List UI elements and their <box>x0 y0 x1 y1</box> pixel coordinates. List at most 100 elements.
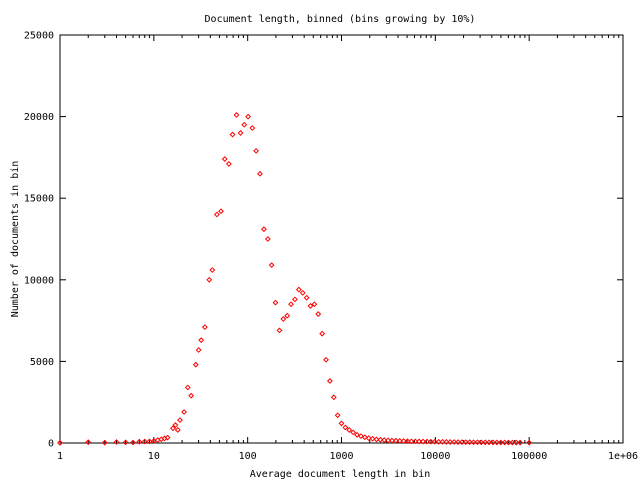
data-point <box>172 422 179 428</box>
data-point <box>330 394 337 401</box>
data-point <box>326 378 333 384</box>
data-point <box>443 439 450 445</box>
data-point <box>213 211 220 218</box>
data-point <box>170 425 176 432</box>
data-point <box>342 424 349 431</box>
data-point <box>486 439 492 446</box>
data-point <box>192 361 199 368</box>
data-point <box>181 409 187 415</box>
data-point <box>209 267 216 273</box>
data-point <box>195 347 202 353</box>
data-point <box>264 236 271 242</box>
data-point <box>229 131 236 138</box>
data-point <box>478 439 485 446</box>
data-point <box>350 429 357 436</box>
data-point <box>435 438 442 445</box>
data-point <box>462 439 469 446</box>
data-point <box>404 438 411 445</box>
data-point <box>458 439 465 446</box>
x-tick-label: 100000 <box>511 451 547 462</box>
data-point <box>237 130 244 136</box>
data-points <box>57 112 533 446</box>
data-point <box>408 438 415 445</box>
data-point <box>346 427 353 433</box>
data-point <box>354 431 360 438</box>
data-point <box>225 161 232 167</box>
data-point <box>122 439 129 446</box>
data-point <box>385 437 392 444</box>
data-point <box>369 435 376 442</box>
data-point <box>447 439 454 445</box>
y-tick-label: 25000 <box>24 31 54 42</box>
data-point <box>268 262 275 269</box>
data-point <box>319 330 326 337</box>
data-point <box>381 437 388 443</box>
data-point <box>311 301 318 308</box>
data-point <box>420 438 426 445</box>
plot-frame <box>59 34 624 444</box>
data-point <box>280 316 287 322</box>
x-tick-label: 1 <box>57 451 63 462</box>
data-point <box>164 434 171 441</box>
data-point <box>501 439 508 446</box>
data-point <box>474 439 481 446</box>
data-point <box>396 437 403 444</box>
data-point <box>292 296 298 303</box>
data-point <box>490 439 496 446</box>
data-point <box>470 439 477 446</box>
data-point <box>424 438 430 445</box>
data-point <box>241 121 248 128</box>
data-point <box>517 439 524 446</box>
data-point <box>218 208 224 215</box>
data-point <box>505 439 512 446</box>
data-point <box>307 303 314 309</box>
data-point <box>466 439 473 446</box>
data-point <box>198 337 205 344</box>
y-tick-label: 0 <box>48 439 54 450</box>
data-point <box>245 113 251 120</box>
data-point <box>146 438 153 445</box>
x-tick-label: 100 <box>239 451 257 462</box>
data-point <box>509 439 516 446</box>
axes: 0 5000 10000 15000 20000 25000 1 10 100 1000 10000… <box>24 31 638 463</box>
data-point <box>455 439 461 446</box>
data-point <box>303 294 310 301</box>
data-point <box>136 438 143 445</box>
y-tick-label: 20000 <box>24 112 54 123</box>
data-point <box>334 412 341 419</box>
data-point <box>141 438 148 445</box>
x-axis-label: Average document length in bin <box>250 469 431 480</box>
data-point <box>85 439 92 446</box>
data-point <box>412 438 419 445</box>
data-point <box>295 286 302 293</box>
y-tick-label: 15000 <box>24 194 54 205</box>
data-point <box>482 439 489 446</box>
data-point <box>184 384 191 391</box>
data-point <box>431 438 438 445</box>
data-point <box>361 434 368 441</box>
data-point <box>101 439 108 446</box>
data-point <box>221 156 228 162</box>
data-point <box>261 226 267 233</box>
data-point <box>497 439 504 446</box>
data-point <box>206 276 213 283</box>
data-point <box>299 289 306 296</box>
data-point <box>493 439 500 446</box>
data-point <box>526 439 533 446</box>
data-point <box>130 439 136 446</box>
y-axis-label: Number of documents in bin <box>10 161 21 318</box>
data-point <box>233 112 240 118</box>
data-point <box>373 436 380 443</box>
data-point <box>513 439 520 446</box>
data-point <box>288 301 294 308</box>
data-point <box>439 438 446 445</box>
data-point <box>392 437 399 444</box>
data-point <box>201 324 208 331</box>
x-tick-label: 1000 <box>329 451 353 462</box>
data-point <box>365 435 372 442</box>
x-tick-label: 10000 <box>420 451 450 462</box>
data-point <box>113 439 120 445</box>
data-point <box>272 299 279 306</box>
chart-title: Document length, binned (bins growing by… <box>205 14 476 25</box>
